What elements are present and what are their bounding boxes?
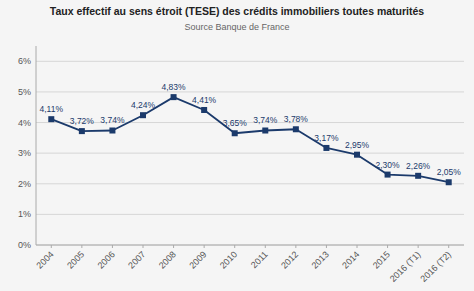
data-label: 2,05% bbox=[437, 167, 462, 177]
x-tick-label: 2015 bbox=[371, 249, 392, 270]
grid-line bbox=[36, 214, 464, 215]
marker bbox=[201, 107, 207, 113]
data-label: 4,24% bbox=[131, 100, 156, 110]
y-grid bbox=[36, 61, 464, 245]
x-tick bbox=[234, 245, 235, 248]
y-tick-label: 2% bbox=[18, 179, 31, 189]
x-tick bbox=[265, 245, 266, 248]
x-tick-label: 2012 bbox=[279, 249, 300, 270]
data-label: 4,41% bbox=[192, 95, 217, 105]
x-tick bbox=[143, 245, 144, 248]
y-tick-label: 6% bbox=[18, 56, 31, 66]
marker bbox=[415, 173, 421, 179]
data-label: 2,95% bbox=[345, 140, 370, 150]
marker bbox=[293, 126, 299, 132]
y-axis-line bbox=[36, 46, 37, 245]
x-tick bbox=[357, 245, 358, 248]
plot-area bbox=[48, 94, 451, 185]
data-label: 3,74% bbox=[100, 115, 125, 125]
marker bbox=[171, 94, 177, 100]
line bbox=[51, 97, 448, 182]
marker bbox=[446, 179, 452, 185]
data-label: 3,78% bbox=[284, 114, 309, 124]
y-tick-label: 3% bbox=[18, 148, 31, 158]
x-tick-label: 2013 bbox=[310, 249, 331, 270]
title: Taux effectif au sens étroit (TESE) des … bbox=[50, 5, 425, 17]
grid-line bbox=[36, 183, 464, 184]
x-tick bbox=[204, 245, 205, 248]
marker bbox=[79, 128, 85, 134]
x-tick bbox=[51, 245, 52, 248]
data-label: 2,26% bbox=[406, 161, 431, 171]
y-tick-label: 5% bbox=[18, 87, 31, 97]
marker bbox=[262, 127, 268, 133]
x-tick-label: 2016 (T1) bbox=[388, 249, 423, 284]
x-tick-label: 2005 bbox=[65, 249, 86, 270]
x-tick-label: 2009 bbox=[187, 249, 208, 270]
marker bbox=[232, 130, 238, 136]
x-tick-label: 2007 bbox=[126, 249, 147, 270]
chart-svg: Taux effectif au sens étroit (TESE) des … bbox=[0, 0, 474, 291]
grid-line bbox=[36, 61, 464, 62]
y-tick-label: 0% bbox=[18, 240, 31, 250]
x-tick bbox=[295, 245, 296, 248]
marker bbox=[354, 152, 360, 158]
marker bbox=[109, 127, 115, 133]
x-tick-label: 2016 (T2) bbox=[418, 249, 453, 284]
data-label: 4,11% bbox=[40, 104, 64, 114]
y-tick-label: 4% bbox=[18, 118, 31, 128]
x-tick bbox=[81, 245, 82, 248]
y-tick-label: 1% bbox=[18, 209, 31, 219]
chart-container: Taux effectif au sens étroit (TESE) des … bbox=[0, 0, 474, 291]
x-tick-label: 2004 bbox=[34, 249, 55, 270]
marker bbox=[48, 116, 54, 122]
x-tick bbox=[112, 245, 113, 248]
data-label: 3,65% bbox=[223, 118, 248, 128]
x-tick bbox=[418, 245, 419, 248]
x-tick-label: 2006 bbox=[96, 249, 117, 270]
grid-line bbox=[36, 153, 464, 154]
marker bbox=[323, 145, 329, 151]
x-tick bbox=[326, 245, 327, 248]
x-tick-label: 2011 bbox=[249, 249, 270, 270]
subtitle: Source Banque de France bbox=[184, 22, 289, 32]
data-label: 2,30% bbox=[376, 160, 401, 170]
x-tick-label: 2010 bbox=[218, 249, 239, 270]
marker bbox=[140, 112, 146, 118]
marker bbox=[385, 172, 391, 178]
x-axis-line bbox=[36, 245, 464, 246]
x-tick-label: 2014 bbox=[340, 249, 361, 270]
data-label: 3,72% bbox=[70, 116, 95, 126]
x-tick bbox=[387, 245, 388, 248]
grid-line bbox=[36, 245, 464, 246]
data-label: 4,83% bbox=[162, 82, 187, 92]
x-tick bbox=[173, 245, 174, 248]
x-tick-label: 2008 bbox=[157, 249, 178, 270]
x-tick bbox=[448, 245, 449, 248]
data-label: 3,74% bbox=[253, 115, 278, 125]
grid-line bbox=[36, 91, 464, 92]
data-label: 3,17% bbox=[314, 133, 339, 143]
